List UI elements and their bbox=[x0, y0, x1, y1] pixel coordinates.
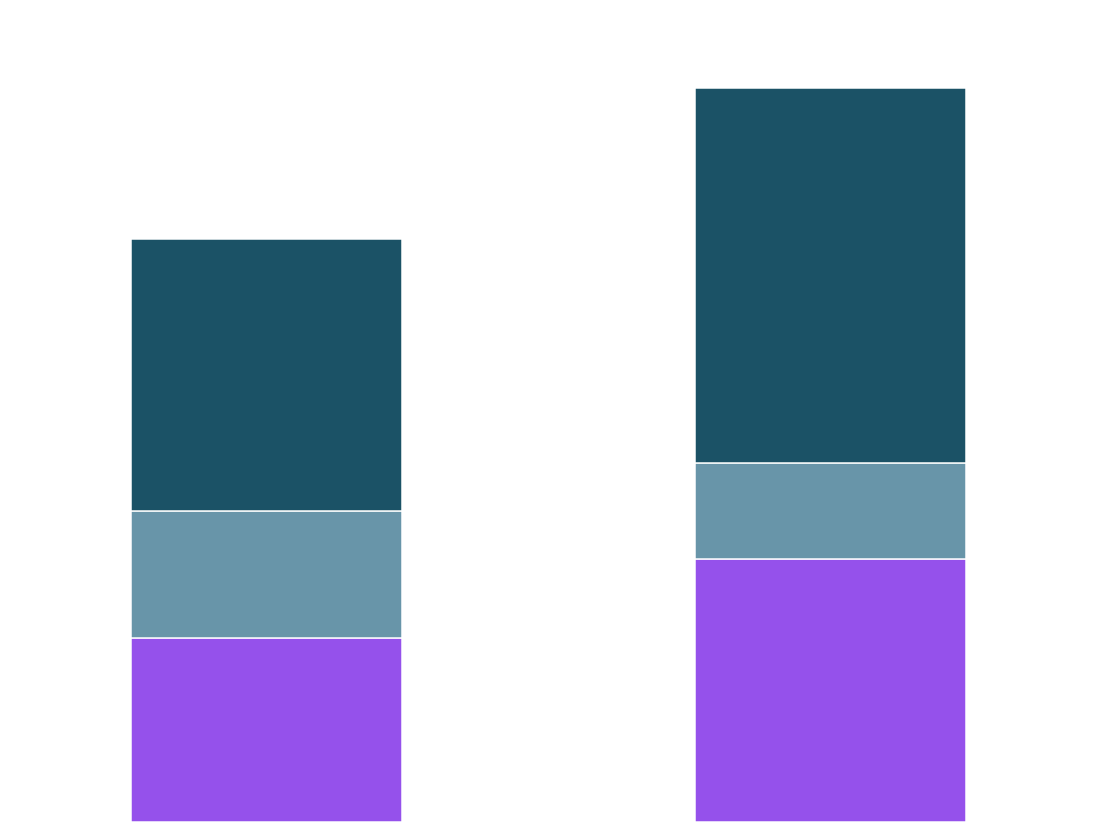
bar-segment-1-1 bbox=[694, 462, 967, 560]
bar-segment-0-0 bbox=[130, 637, 403, 822]
bar-segment-0-2 bbox=[130, 238, 403, 512]
bar-segment-0-1 bbox=[130, 510, 403, 639]
bar-segment-1-0 bbox=[694, 558, 967, 822]
bar-segment-1-2 bbox=[694, 87, 967, 464]
